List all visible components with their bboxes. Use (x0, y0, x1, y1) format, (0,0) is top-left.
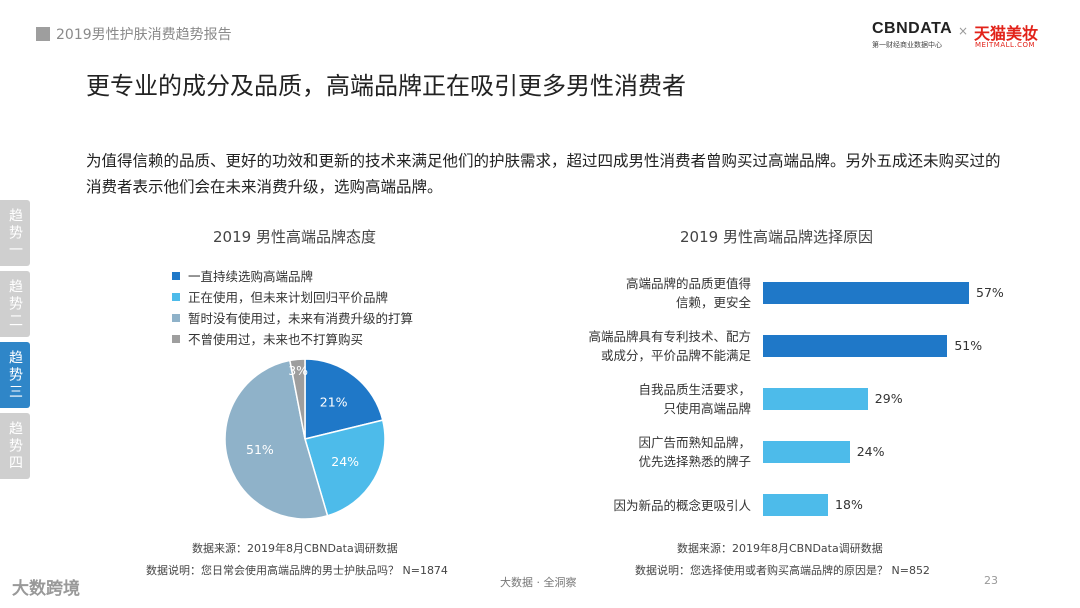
legend-item: 暂时没有使用过，未来有消费升级的打算 (172, 307, 413, 328)
legend-item: 不曾使用过，未来也不打算购买 (172, 328, 413, 349)
tmall-beauty-logo: 天猫美妆 (974, 24, 1039, 43)
cbndata-logo-subtitle: 第一财经商业数据中心 (872, 41, 942, 49)
bar (763, 388, 868, 410)
bar (763, 282, 969, 304)
right-data-note: 数据说明：您选择使用或者购买高端品牌的原因是？ N=852 (635, 564, 930, 577)
pie-chart: 21% 24% 51% 3% (224, 358, 386, 520)
bar-value-label: 51% (954, 338, 983, 353)
pie-value-label: 3% (288, 363, 308, 378)
bar-category-label: 自我品质生活要求， 只使用高端品牌 (638, 382, 751, 416)
pie-chart-title: 2019 男性高端品牌态度 (213, 228, 376, 246)
legend-swatch (172, 292, 180, 301)
side-tab-2[interactable]: 趋势二 (0, 271, 30, 337)
pie-slice (224, 359, 329, 520)
page-number: 23 (984, 574, 998, 587)
intro-paragraph: 为值得信赖的品质、更好的功效和更新的技术来满足他们的护肤需求，超过四成男性消费者… (86, 152, 1001, 196)
bar (763, 335, 948, 357)
legend-label: 暂时没有使用过，未来有消费升级的打算 (188, 311, 414, 326)
legend-swatch (172, 313, 180, 322)
logo-separator: × (958, 24, 969, 38)
bar-category-label: 高端品牌具有专利技术、配方 或成分，平价品牌不能满足 (588, 329, 751, 363)
legend-label: 一直持续选购高端品牌 (188, 269, 314, 284)
legend-item: 正在使用，但未来计划回归平价品牌 (172, 286, 413, 307)
pie-value-label: 21% (320, 395, 348, 410)
tmall-logo-subtitle: MEITMALL.COM (975, 41, 1036, 49)
legend-label: 正在使用，但未来计划回归平价品牌 (188, 290, 389, 305)
right-source-note: 数据来源：2019年8月CBNData调研数据 (677, 542, 883, 555)
legend-label: 不曾使用过，未来也不打算购买 (188, 332, 364, 347)
report-title: 2019男性护肤消费趋势报告 (56, 27, 232, 43)
bar-value-label: 29% (874, 391, 903, 406)
bar-category-label: 因为新品的概念更吸引人 (613, 497, 751, 513)
bar-category-label: 高端品牌的品质更值得 信赖，更安全 (625, 276, 751, 310)
pie-slice (288, 358, 306, 440)
header-square-icon (36, 27, 50, 41)
bar-category-label: 因广告而熟知品牌， 优先选择熟悉的牌子 (638, 435, 751, 469)
pie-value-label: 24% (331, 454, 359, 469)
side-tab-1[interactable]: 趋势一 (0, 200, 30, 266)
bar (763, 441, 850, 463)
bar-chart-title: 2019 男性高端品牌选择原因 (680, 228, 873, 246)
bar-value-label: 57% (976, 285, 1004, 300)
cbndata-logo: CBNDATA (872, 20, 953, 37)
pie-slice (304, 419, 386, 517)
side-tab-4[interactable]: 趋势四 (0, 413, 30, 479)
side-tab-3[interactable]: 趋势三 (0, 342, 30, 408)
bottom-slogan: 大数据 · 全洞察 (500, 576, 577, 589)
bar-value-label: 24% (856, 444, 885, 459)
left-data-note: 数据说明：您日常会使用高端品牌的男士护肤品吗？ N=1874 (146, 564, 448, 577)
pie-legend: 一直持续选购高端品牌 正在使用，但未来计划回归平价品牌 暂时没有使用过，未来有消… (172, 265, 413, 349)
page-title: 更专业的成分及品质，高端品牌正在吸引更多男性消费者 (86, 72, 686, 100)
legend-swatch (172, 334, 180, 343)
bottom-brand-watermark: 大数跨境 (12, 579, 80, 599)
pie-slice (304, 358, 384, 440)
pie-value-label: 51% (246, 442, 274, 457)
legend-item: 一直持续选购高端品牌 (172, 265, 413, 286)
side-tab-nav: 趋势一 趋势二 趋势三 趋势四 (0, 200, 30, 484)
logo-group: CBNDATA 第一财经商业数据中心 × 天猫美妆 MEITMALL.COM (872, 20, 1052, 54)
legend-swatch (172, 271, 180, 280)
bar (763, 494, 829, 516)
left-source-note: 数据来源：2019年8月CBNData调研数据 (192, 542, 398, 555)
bar-value-label: 18% (835, 497, 863, 512)
